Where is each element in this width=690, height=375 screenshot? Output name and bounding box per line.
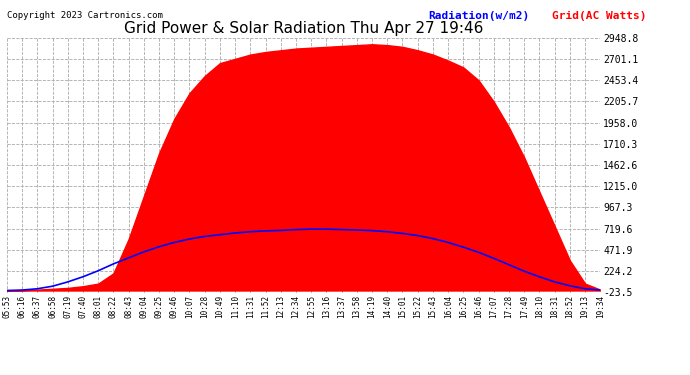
Text: Radiation(w/m2): Radiation(w/m2) [428,11,529,21]
Text: Copyright 2023 Cartronics.com: Copyright 2023 Cartronics.com [7,11,163,20]
Title: Grid Power & Solar Radiation Thu Apr 27 19:46: Grid Power & Solar Radiation Thu Apr 27 … [124,21,483,36]
Text: Grid(AC Watts): Grid(AC Watts) [552,11,647,21]
